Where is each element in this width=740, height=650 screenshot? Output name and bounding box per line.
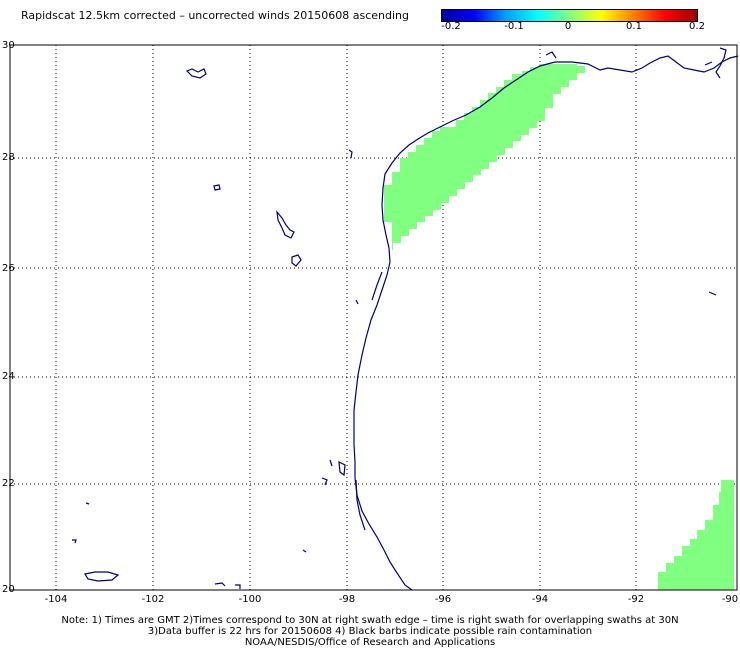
lon-label-98: -98 — [338, 594, 356, 605]
map-title: Rapidscat 12.5km corrected – uncorrected… — [21, 9, 410, 22]
graticule — [10, 45, 737, 590]
colorbar-label-zero: 0 — [564, 21, 572, 32]
coastline — [72, 47, 739, 591]
lat-label-26: 26 — [2, 263, 15, 274]
lat-label-22: 22 — [2, 478, 15, 489]
footnote-line-3: NOAA/NESDIS/Office of Research and Appli… — [244, 637, 496, 648]
lon-label-102: -102 — [141, 594, 165, 605]
footnote-line-2: 3)Data buffer is 22 hrs for 20150608 4) … — [147, 626, 593, 637]
footnote: Note: 1) Times are GMT 2)Times correspon… — [0, 615, 740, 648]
wind-difference-swath — [384, 64, 734, 590]
lon-label-94: -94 — [531, 594, 549, 605]
lat-label-30: 30 — [2, 40, 15, 51]
colorbar-label-min: -0.2 — [441, 21, 461, 32]
lon-label-104: -104 — [44, 594, 68, 605]
colorbar-label-neg: -0.1 — [504, 21, 524, 32]
footnote-line-1: Note: 1) Times are GMT 2)Times correspon… — [61, 615, 679, 626]
lat-label-20: 20 — [2, 584, 15, 595]
plot-frame — [9, 44, 738, 591]
lat-label-24: 24 — [2, 371, 15, 382]
colorbar-label-pos: 0.1 — [626, 21, 642, 32]
lon-label-96: -96 — [434, 594, 452, 605]
lon-label-100: -100 — [238, 594, 262, 605]
lon-label-90: -90 — [721, 594, 739, 605]
colorbar-label-max: 0.2 — [689, 21, 705, 32]
lon-label-92: -92 — [627, 594, 645, 605]
colorbar — [441, 9, 698, 22]
lat-label-28: 28 — [2, 152, 15, 163]
